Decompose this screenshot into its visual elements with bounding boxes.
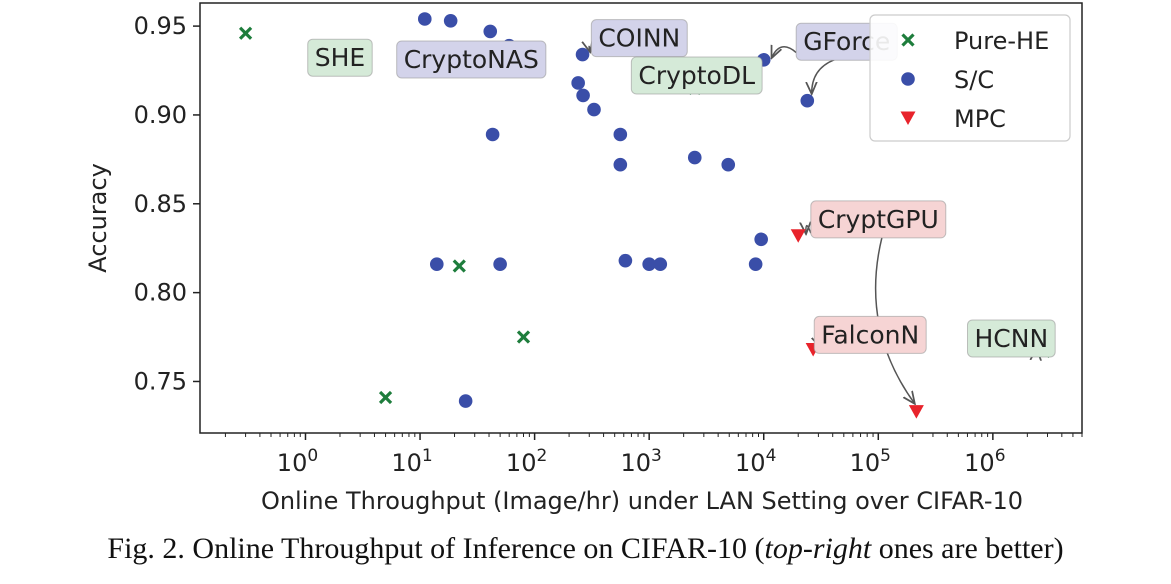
y-tick-label: 0.80 xyxy=(134,279,187,307)
annotation-label: HCNN xyxy=(975,324,1049,353)
annotation-box xyxy=(396,40,547,79)
annotation-box xyxy=(967,319,1056,358)
axes: 0.75 0.80 0.85 0.90 0.95 100 101 102 103 104 105 10… xyxy=(84,12,1083,515)
annotation-box xyxy=(813,315,927,354)
y-tick-label: 0.90 xyxy=(134,101,187,129)
annotation-box xyxy=(307,38,373,77)
legend-label: Pure-HE xyxy=(954,27,1049,55)
caption-prefix: Fig. 2. Online Throughput of Inference o… xyxy=(107,532,765,565)
annotation-arrow xyxy=(772,47,797,58)
data-point-triangle-down xyxy=(790,229,806,243)
x-tick-label: 102 xyxy=(506,446,547,477)
data-point-triangle-down xyxy=(908,405,924,419)
annotation-box xyxy=(630,56,763,95)
data-point-x xyxy=(378,390,393,405)
data-point-circle xyxy=(443,13,458,28)
x-tick-label: 104 xyxy=(735,446,776,477)
data-point-circle xyxy=(754,232,768,247)
annotation-arrow xyxy=(812,59,835,94)
x-tick-label: 106 xyxy=(964,446,1005,477)
data-point-circle xyxy=(458,394,473,408)
x-tick-label: 103 xyxy=(620,446,661,477)
legend-marker-triangle-down xyxy=(900,111,916,125)
legend-label: S/C xyxy=(954,66,994,94)
data-point-circle xyxy=(800,93,815,108)
y-axis-label: Accuracy xyxy=(84,163,112,273)
annotation-label: COINN xyxy=(598,24,680,53)
data-point-circle xyxy=(613,127,628,142)
data-point-circle xyxy=(642,257,656,271)
legend-box xyxy=(869,14,1071,142)
data-point-circle xyxy=(653,257,668,271)
legend-label: MPC xyxy=(954,105,1006,133)
data-point-x xyxy=(452,259,466,273)
data-point-circle xyxy=(485,127,500,142)
x-tick-label: 100 xyxy=(277,446,318,477)
data-point-circle xyxy=(575,47,590,62)
legend: Pure-HE S/C MPC xyxy=(869,14,1071,142)
annotation-label: CryptoDL xyxy=(638,61,755,90)
data-point-circle xyxy=(587,102,601,117)
annotation-label: SHE xyxy=(315,43,365,72)
data-point-circle xyxy=(618,253,633,268)
legend-marker-x xyxy=(901,33,915,47)
x-tick-label: 105 xyxy=(850,446,891,477)
y-tick-label: 0.75 xyxy=(134,367,187,395)
annotation-box xyxy=(810,200,947,239)
annotation-label: CryptGPU xyxy=(818,205,939,234)
legend-marker-circle xyxy=(901,72,915,86)
annotation-label: CryptoNAS xyxy=(404,45,539,74)
data-point-circle xyxy=(571,76,585,90)
data-point-circle xyxy=(493,257,507,271)
y-tick-label: 0.95 xyxy=(134,12,187,40)
data-point-circle xyxy=(429,257,444,271)
scatter-chart: SHE CryptoNASCOINNCryptoDLGForceCryptGPUF… xyxy=(84,2,1083,515)
plot-frame xyxy=(199,2,1083,434)
data-point-circle xyxy=(687,150,702,165)
data-point-circle xyxy=(483,24,498,39)
annotation-label: FalconN xyxy=(821,320,919,349)
y-tick-label: 0.85 xyxy=(134,190,187,218)
figure-caption: Fig. 2. Online Throughput of Inference o… xyxy=(0,532,1171,566)
caption-suffix: ones are better) xyxy=(871,532,1064,565)
data-point-circle xyxy=(417,12,432,26)
data-point-circle xyxy=(721,157,736,172)
data-point-circle xyxy=(576,88,590,103)
data-point-circle xyxy=(613,157,628,172)
annotation-arrow xyxy=(589,46,591,52)
x-axis-label: Online Throughput (Image/hr) under LAN S… xyxy=(261,487,1023,515)
data-point-circle xyxy=(748,257,763,271)
caption-emphasis: top-right xyxy=(764,532,872,565)
data-point-x xyxy=(516,330,531,344)
data-point-x xyxy=(238,26,253,40)
annotation-arrow xyxy=(806,226,811,235)
x-tick-label: 101 xyxy=(391,446,432,477)
